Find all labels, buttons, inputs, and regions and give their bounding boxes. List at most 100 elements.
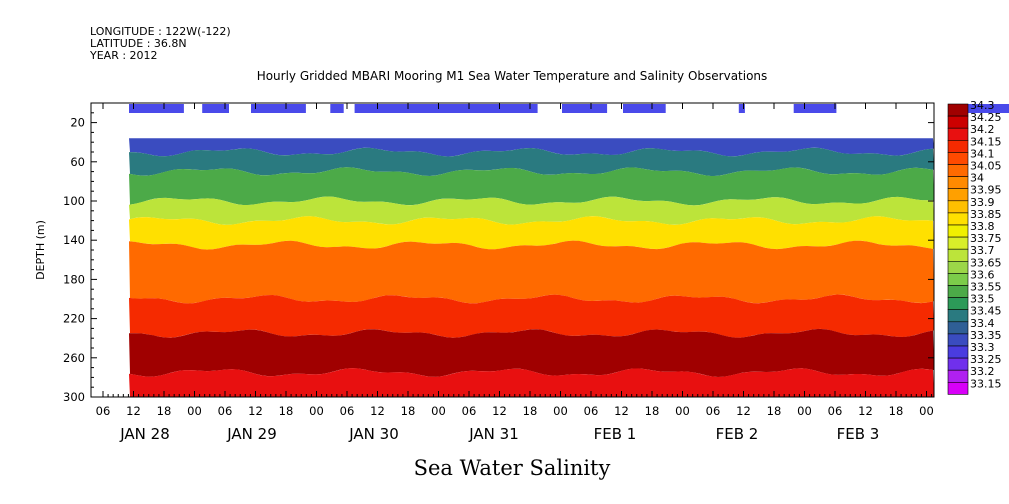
colorbar-label: 34.25: [970, 111, 1002, 124]
colorbar: 34.334.2534.234.1534.134.053433.9533.933…: [947, 99, 1002, 395]
x-hour-label: 12: [858, 404, 873, 418]
year-label: YEAR : 2012: [89, 49, 158, 62]
y-axis: 20 60 100 140 180 220 260 300: [63, 112, 934, 404]
x-hour-label: 12: [492, 404, 507, 418]
x-hour-label: 00: [187, 404, 202, 418]
colorbar-label: 33.9: [970, 196, 995, 209]
salinity-band: [129, 368, 934, 397]
x-hour-label: 12: [248, 404, 263, 418]
availability-bar: [562, 104, 608, 113]
x-hour-label: 06: [340, 404, 355, 418]
colorbar-label: 34.05: [970, 160, 1002, 173]
salinity-band: [129, 147, 934, 177]
x-hour-label: 18: [157, 404, 172, 418]
x-date-label: FEB 1: [594, 425, 637, 443]
colorbar-swatch: [947, 345, 969, 359]
colorbar-swatch: [947, 236, 969, 250]
x-hour-label: 06: [584, 404, 599, 418]
x-hour-label: 12: [126, 404, 141, 418]
salinity-band: [129, 294, 934, 338]
x-date-label: JAN 31: [468, 425, 519, 443]
salinity-band: [129, 216, 934, 250]
y-tick-label: 100: [63, 194, 85, 208]
y-tick-label: 260: [63, 351, 85, 365]
x-hour-label: 18: [645, 404, 660, 418]
longitude-label: LONGITUDE : 122W(-122): [90, 25, 231, 38]
colorbar-label: 33.85: [970, 208, 1002, 221]
salinity-band: [129, 167, 934, 206]
colorbar-swatch: [947, 176, 969, 190]
colorbar-label: 33.5: [970, 293, 995, 306]
colorbar-swatch: [947, 381, 969, 395]
x-hour-label: 00: [431, 404, 446, 418]
colorbar-label: 33.7: [970, 244, 995, 257]
colorbar-swatch: [947, 212, 969, 226]
availability-bars: [129, 104, 1009, 113]
x-date-label: FEB 3: [837, 425, 880, 443]
x-hour-label: 00: [919, 404, 934, 418]
colorbar-swatch: [947, 224, 969, 238]
availability-bar: [958, 104, 1009, 113]
colorbar-label: 34.1: [970, 147, 995, 160]
availability-bar: [793, 104, 837, 113]
figure-caption: Sea Water Salinity: [414, 456, 611, 480]
x-hour-label: 18: [889, 404, 904, 418]
x-date-label: JAN 30: [348, 425, 399, 443]
x-hour-label: 00: [553, 404, 568, 418]
colorbar-label: 33.3: [970, 341, 995, 354]
colorbar-swatch: [947, 333, 969, 347]
latitude-label: LATITUDE : 36.8N: [90, 37, 187, 50]
colorbar-swatch: [947, 127, 969, 141]
salinity-band: [129, 138, 934, 157]
x-hour-label: 18: [523, 404, 538, 418]
colorbar-label: 33.4: [970, 317, 995, 330]
y-tick-label: 20: [70, 116, 85, 130]
colorbar-swatch: [947, 103, 969, 117]
x-hour-label: 18: [767, 404, 782, 418]
x-hour-label: 00: [309, 404, 324, 418]
availability-bar: [251, 104, 306, 113]
colorbar-swatch: [947, 309, 969, 323]
chart-title: Hourly Gridded MBARI Mooring M1 Sea Wate…: [257, 69, 768, 83]
y-axis-label: DEPTH (m): [34, 220, 47, 280]
availability-bar: [738, 104, 745, 113]
salinity-band: [129, 328, 934, 377]
x-hour-label: 18: [401, 404, 416, 418]
x-hour-label: 06: [218, 404, 233, 418]
colorbar-swatch: [947, 164, 969, 177]
colorbar-swatch: [947, 152, 969, 165]
colorbar-swatch: [947, 357, 969, 371]
colorbar-swatch: [947, 140, 969, 153]
y-tick-label: 60: [70, 155, 85, 169]
x-hour-label: 00: [797, 404, 812, 418]
x-hour-label: 12: [614, 404, 629, 418]
colorbar-label: 34: [970, 172, 984, 185]
colorbar-label: 34.15: [970, 135, 1002, 148]
colorbar-swatch: [947, 200, 969, 214]
availability-bar: [354, 104, 538, 113]
colorbar-label: 33.25: [970, 353, 1002, 366]
x-hour-label: 12: [370, 404, 385, 418]
colorbar-label: 33.75: [970, 232, 1002, 245]
y-tick-label: 300: [63, 390, 85, 404]
salinity-field: [129, 138, 934, 397]
colorbar-label: 33.45: [970, 305, 1002, 318]
x-hour-label: 06: [462, 404, 477, 418]
salinity-band: [129, 240, 934, 304]
colorbar-label: 33.35: [970, 329, 1002, 342]
colorbar-swatch: [947, 369, 969, 383]
x-hour-label: 12: [736, 404, 751, 418]
x-date-label: JAN 28: [119, 425, 170, 443]
colorbar-label: 34.3: [970, 99, 995, 112]
x-hour-label: 06: [828, 404, 843, 418]
colorbar-label: 33.55: [970, 281, 1002, 294]
colorbar-swatch: [947, 273, 969, 286]
y-tick-label: 140: [63, 233, 85, 247]
colorbar-label: 34.2: [970, 123, 995, 136]
y-tick-label: 180: [63, 272, 85, 286]
x-hour-label: 00: [675, 404, 690, 418]
colorbar-swatch: [947, 188, 969, 202]
x-date-label: JAN 29: [226, 425, 277, 443]
colorbar-swatch: [947, 248, 969, 262]
